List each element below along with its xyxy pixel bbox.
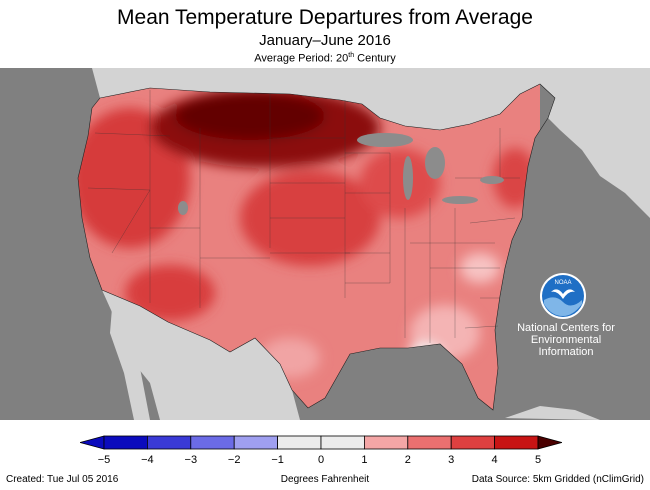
legend-tick-label: −3: [184, 454, 198, 466]
legend-tick-label: 4: [491, 454, 498, 466]
legend-tick-label: −1: [271, 454, 284, 466]
legend-arrow-cold: [80, 435, 105, 450]
legend-tick-label: 2: [404, 454, 411, 466]
lake-ontario: [480, 176, 504, 184]
noaa-logo-label: NOAA: [554, 280, 571, 286]
legend-swatch: [450, 435, 496, 450]
legend-swatch: [233, 435, 278, 450]
average-period-suffix: Century: [354, 52, 396, 65]
data-source: Data Source: 5km Gridded (nClimGrid): [471, 474, 644, 485]
legend-swatch: [103, 435, 148, 450]
ncei-credit: National Centers for Environmental Infor…: [512, 322, 620, 358]
lake-superior: [357, 133, 413, 147]
legend-tick-label: 0: [317, 454, 325, 466]
map-title: Mean Temperature Departures from Average: [117, 6, 533, 29]
ncei-line-3: Information: [538, 346, 594, 358]
legend-swatch: [494, 435, 539, 450]
mexico-land: [102, 290, 300, 420]
legend-tick-label: 5: [534, 454, 542, 466]
legend-swatch: [320, 435, 365, 450]
legend-swatch: [190, 435, 235, 450]
lake-huron: [425, 147, 445, 179]
temperature-departure-map: [0, 68, 650, 420]
great-salt-lake: [178, 201, 188, 215]
average-period-superscript: th: [348, 52, 355, 59]
legend-swatch: [407, 435, 452, 450]
average-period: Average Period: 20th Century: [0, 52, 650, 65]
average-period-prefix: Average Period: 20: [254, 52, 349, 65]
color-legend: [80, 435, 562, 450]
legend-tick-label: −5: [97, 454, 111, 466]
northern-core-hot-region: [175, 92, 325, 140]
legend-swatch: [147, 435, 192, 450]
lake-erie: [442, 196, 478, 204]
legend-tick-label: −4: [141, 454, 154, 466]
cuba-land: [505, 406, 600, 420]
legend-swatch: [363, 435, 409, 450]
ncei-line-1: National Centers for: [517, 322, 615, 334]
canada-land: [0, 68, 650, 218]
legend-tick-label: 1: [361, 454, 368, 466]
great-lakes: [178, 133, 504, 215]
created-date: Created: Tue Jul 05 2016: [6, 474, 119, 485]
baja-peninsula: [110, 308, 150, 420]
legend-swatch: [277, 435, 322, 450]
southwest-warm-region: [125, 265, 215, 321]
legend-arrow-hot: [537, 435, 562, 450]
legend-units: Degrees Fahrenheit: [280, 474, 370, 485]
legend-tick-label: 3: [448, 454, 455, 466]
state-boundaries: [87, 90, 520, 343]
lake-michigan: [403, 156, 413, 200]
great-lakes-warm-region: [360, 148, 440, 218]
noaa-gull-icon: [551, 289, 575, 299]
noaa-logo: NOAA: [540, 273, 586, 319]
ncei-line-2: Environmental: [530, 334, 602, 346]
legend-tick-label: −2: [227, 454, 241, 466]
map-subtitle: January–June 2016: [259, 32, 391, 49]
us-outline: [77, 83, 556, 411]
